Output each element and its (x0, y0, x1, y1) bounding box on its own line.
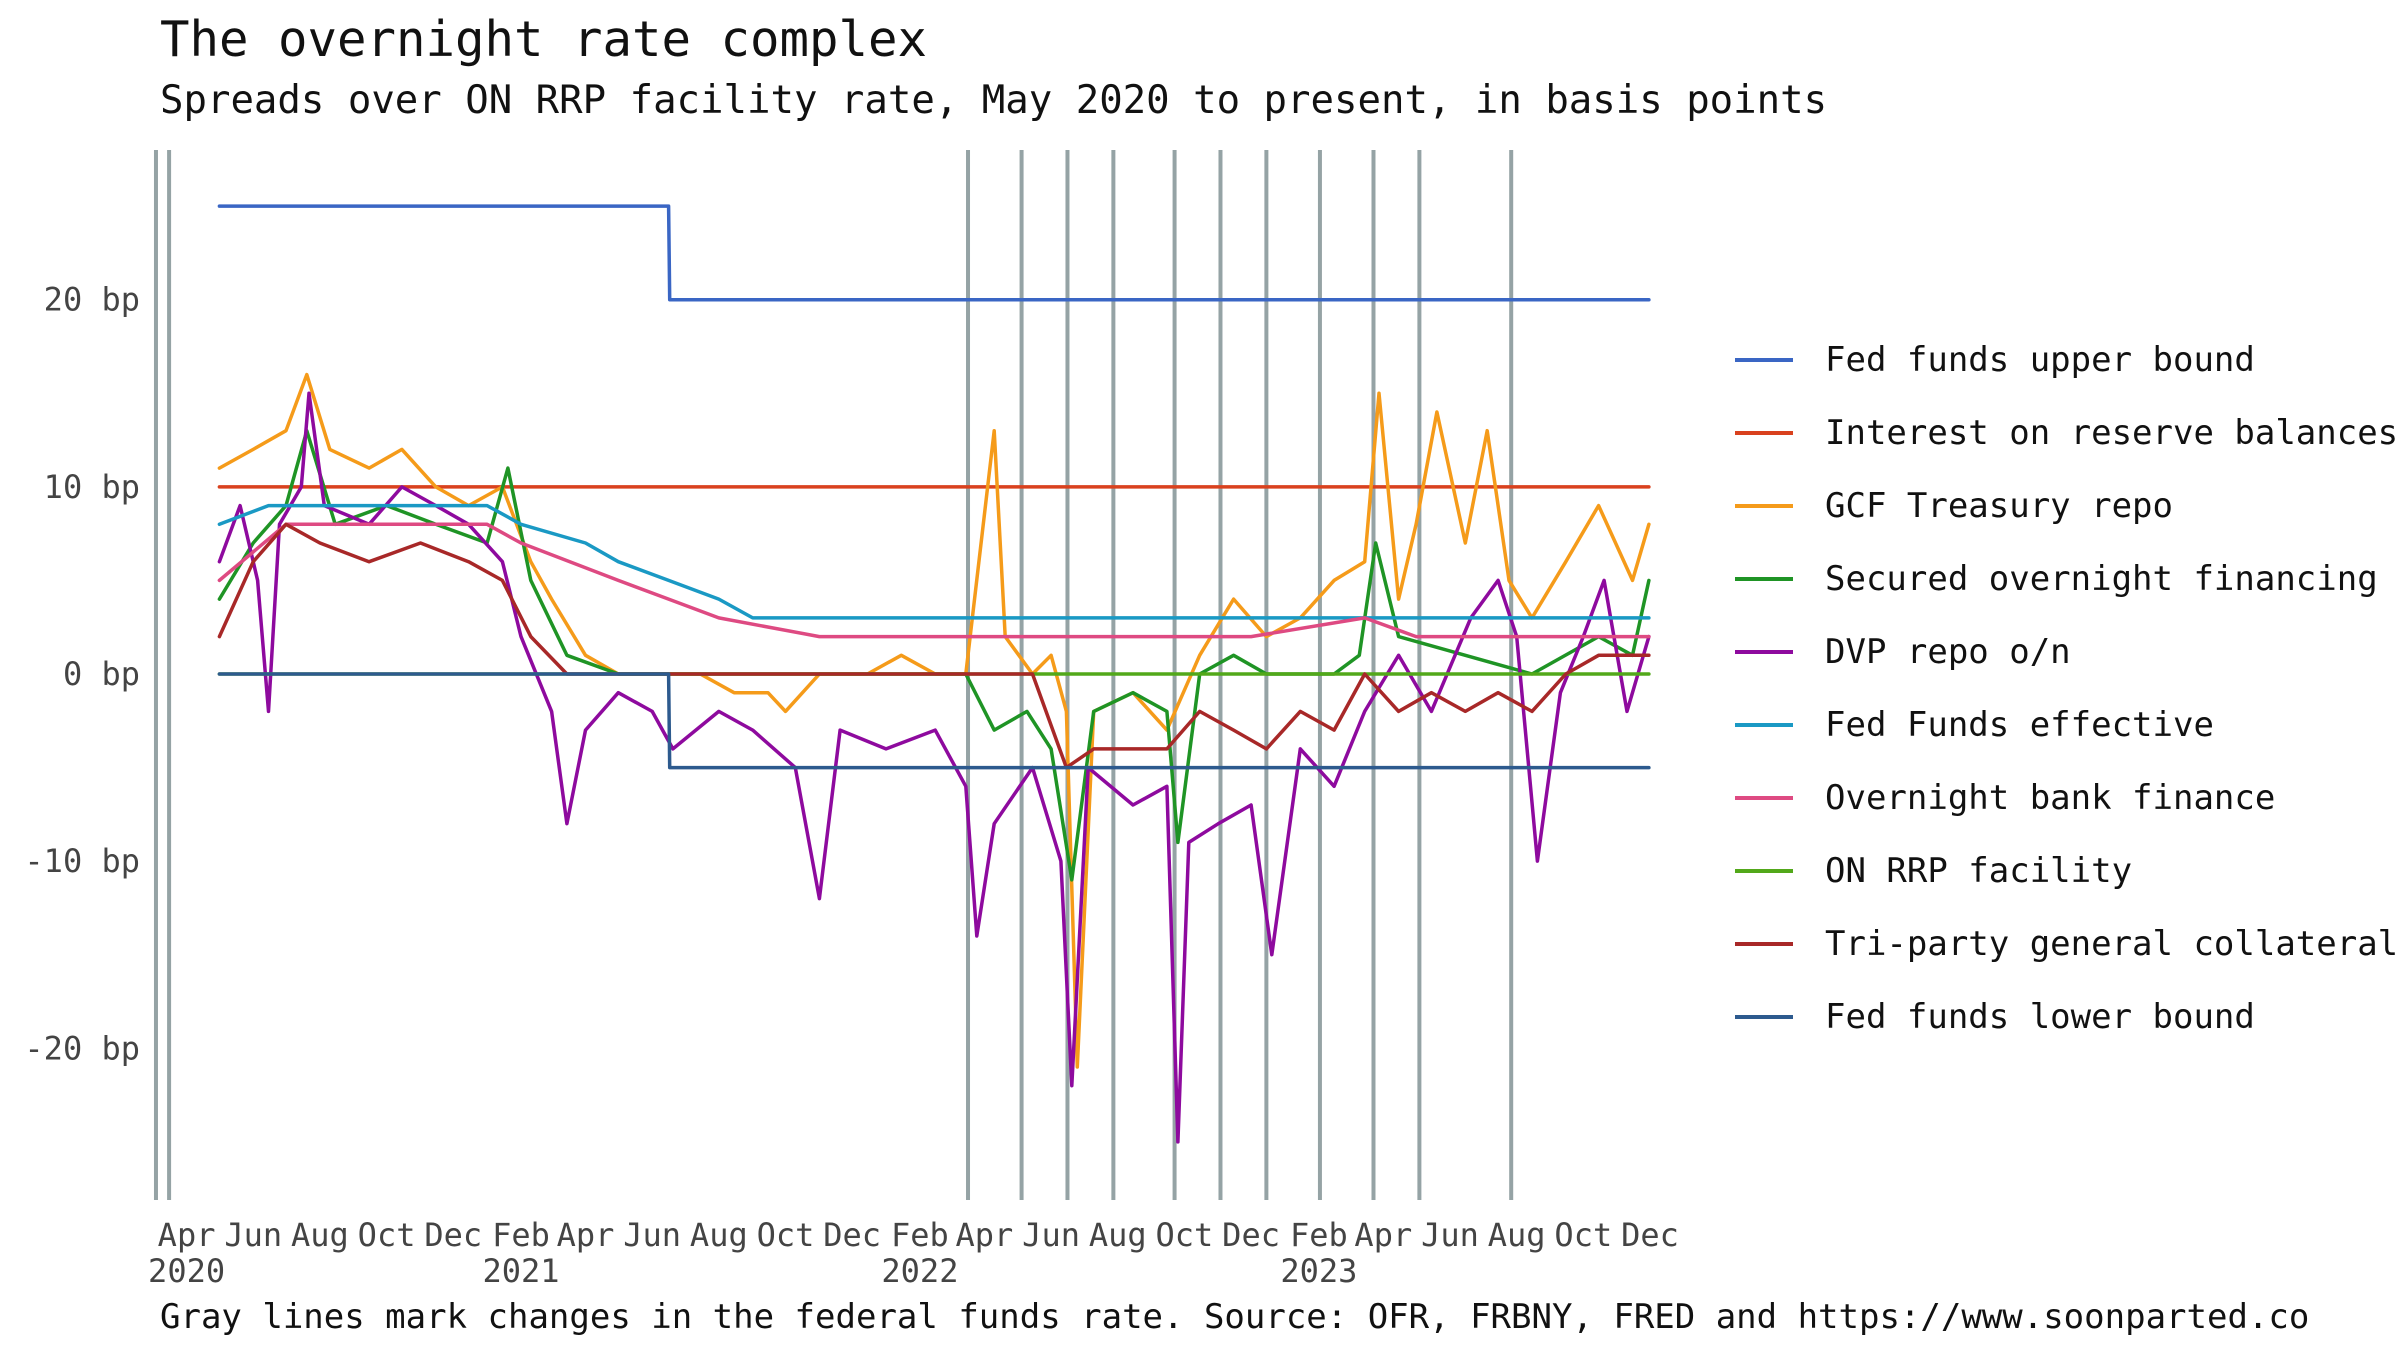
series-line-0 (217, 204, 1651, 302)
y-tick-label-3: -10 bp (24, 842, 140, 880)
legend-label-3: Secured overnight financing (1825, 559, 2378, 599)
x-tick-label-7: Jun (623, 1216, 681, 1254)
x-tick-label-2: Aug (291, 1216, 349, 1254)
y-tick-label-1: 10 bp (44, 468, 140, 506)
x-tick-label-5: Feb (492, 1216, 550, 1254)
x-tick-label-8: Aug (690, 1216, 748, 1254)
series-line-4 (217, 391, 1651, 1144)
y-tick-label-0: 20 bp (44, 281, 140, 319)
x-tick-label-15: Oct (1156, 1216, 1214, 1254)
x-year-label-2023: 2023 (1280, 1252, 1357, 1290)
series-line-5 (217, 503, 1651, 620)
series-line-9 (217, 672, 1651, 770)
chart-title: The overnight rate complex (160, 11, 928, 68)
chart-caption: Gray lines mark changes in the federal f… (160, 1297, 2310, 1337)
x-tick-label-9: Oct (757, 1216, 815, 1254)
x-tick-label-20: Aug (1488, 1216, 1546, 1254)
y-tick-label-4: -20 bp (24, 1029, 140, 1067)
legend-label-8: Tri-party general collateral (1825, 924, 2398, 964)
x-tick-label-19: Jun (1421, 1216, 1479, 1254)
x-tick-label-13: Jun (1022, 1216, 1080, 1254)
x-tick-label-10: Dec (823, 1216, 881, 1254)
x-tick-label-0: Apr (158, 1216, 216, 1254)
x-tick-label-12: Apr (956, 1216, 1014, 1254)
x-tick-label-3: Oct (358, 1216, 416, 1254)
legend-label-5: Fed Funds effective (1825, 705, 2214, 745)
x-tick-label-22: Dec (1621, 1216, 1679, 1254)
legend-label-1: Interest on reserve balances (1825, 413, 2398, 453)
x-tick-label-4: Dec (424, 1216, 482, 1254)
x-year-label-2022: 2022 (881, 1252, 958, 1290)
legend-label-2: GCF Treasury repo (1825, 486, 2173, 526)
x-year-label-2020: 2020 (148, 1252, 225, 1290)
x-tick-label-21: Oct (1554, 1216, 1612, 1254)
y-tick-label-2: 0 bp (63, 655, 140, 693)
x-tick-label-14: Aug (1089, 1216, 1147, 1254)
x-tick-label-17: Feb (1290, 1216, 1348, 1254)
legend-label-9: Fed funds lower bound (1825, 997, 2255, 1037)
series-line-2 (217, 372, 1651, 1069)
chart-subtitle: Spreads over ON RRP facility rate, May 2… (160, 78, 1828, 123)
series-line-6 (217, 522, 1651, 639)
x-tick-label-16: Dec (1222, 1216, 1280, 1254)
legend-label-0: Fed funds upper bound (1825, 340, 2255, 380)
x-tick-label-1: Jun (224, 1216, 282, 1254)
x-tick-label-6: Apr (557, 1216, 615, 1254)
series-line-3 (217, 428, 1651, 882)
series-line-8 (217, 522, 1651, 770)
x-tick-label-18: Apr (1354, 1216, 1412, 1254)
legend-label-7: ON RRP facility (1825, 851, 2132, 891)
legend-label-4: DVP repo o/n (1825, 632, 2071, 672)
legend-label-6: Overnight bank finance (1825, 778, 2275, 818)
x-year-label-2021: 2021 (482, 1252, 559, 1290)
x-tick-label-11: Feb (891, 1216, 949, 1254)
